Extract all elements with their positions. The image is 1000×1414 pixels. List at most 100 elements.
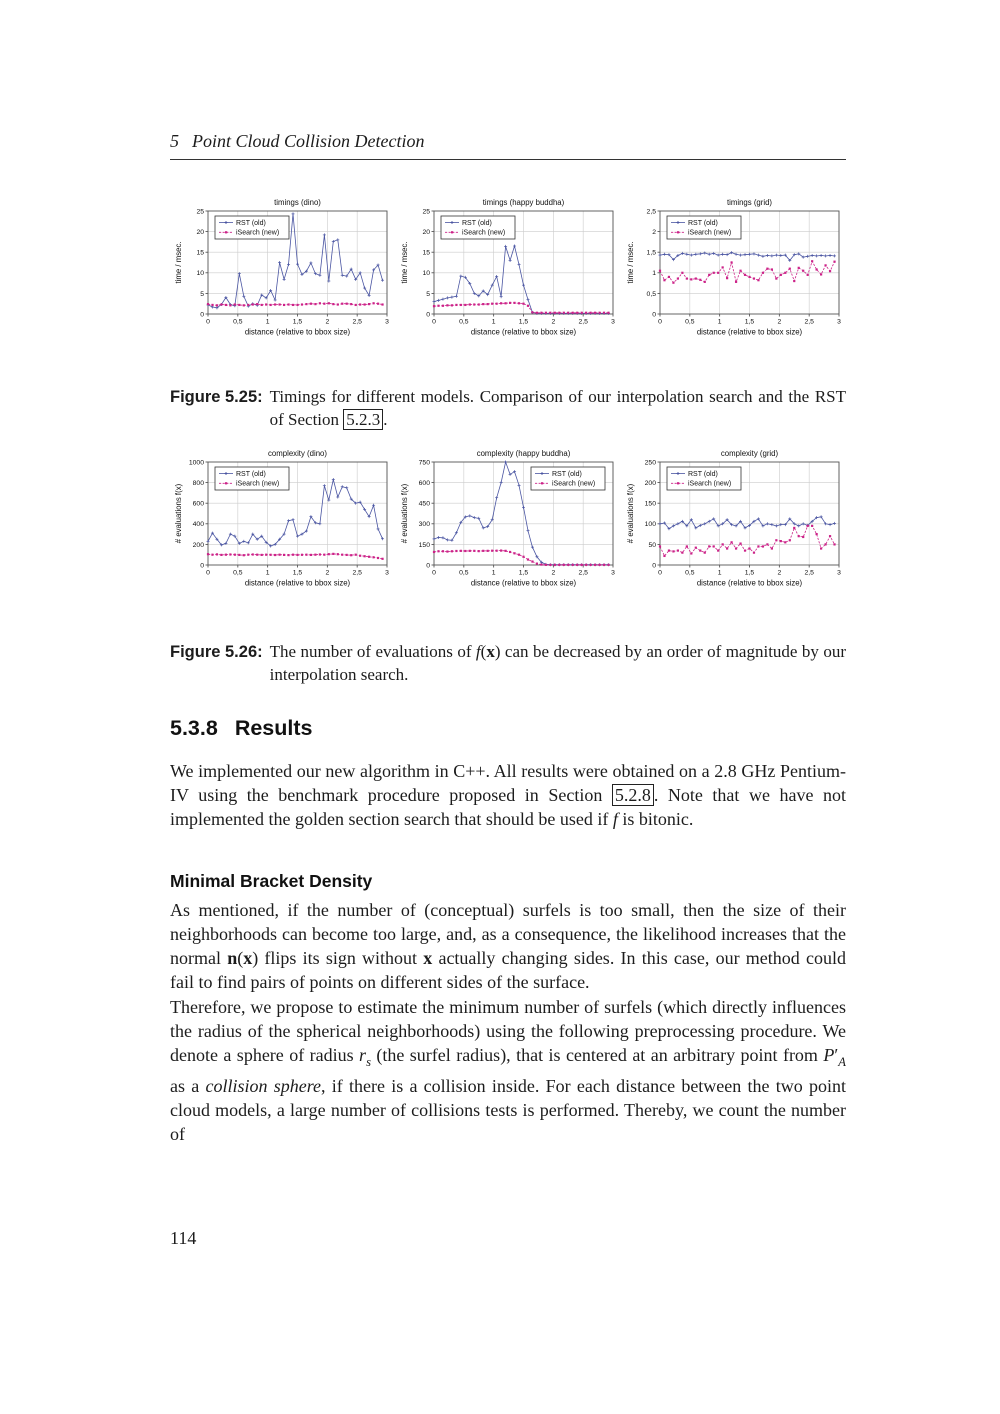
svg-text:800: 800: [193, 480, 205, 487]
chart-complexity-grid: 0 50 100 150 200 250 0 0,5 1 1,5 2 2,5 3 complexity (…: [624, 447, 848, 599]
svg-text:3: 3: [837, 570, 841, 577]
svg-text:0,5: 0,5: [459, 319, 469, 326]
chart-timings-grid: 0 0,5 1 1,5 2 2,5 0 0,5 1 1,5 2 2,5 3 timings (grid) d…: [624, 196, 848, 348]
svg-text:2,5: 2,5: [578, 570, 588, 577]
svg-text:RST (old): RST (old): [552, 471, 582, 478]
svg-text:0: 0: [426, 562, 430, 569]
svg-text:RST (old): RST (old): [688, 471, 718, 478]
svg-text:# evaluations f(x): # evaluations f(x): [626, 483, 635, 543]
svg-text:0,5: 0,5: [233, 570, 243, 577]
svg-text:3: 3: [611, 570, 615, 577]
svg-text:25: 25: [422, 208, 430, 215]
svg-text:0: 0: [652, 311, 656, 318]
svg-text:0: 0: [426, 311, 430, 318]
svg-text:0: 0: [200, 311, 204, 318]
svg-text:25: 25: [196, 208, 204, 215]
svg-text:0: 0: [652, 562, 656, 569]
svg-text:1,5: 1,5: [745, 570, 755, 577]
svg-text:10: 10: [196, 270, 204, 277]
svg-text:3: 3: [837, 319, 841, 326]
svg-text:400: 400: [193, 521, 205, 528]
svg-text:3: 3: [611, 319, 615, 326]
figure-5-25-text: Timings for different models. Comparison…: [269, 387, 846, 430]
svg-text:20: 20: [422, 229, 430, 236]
chapter-title: Point Cloud Collision Detection: [192, 131, 425, 151]
svg-text:15: 15: [422, 250, 430, 257]
svg-text:2,5: 2,5: [352, 319, 362, 326]
chart-timings-dino: 0 5 10 15 20 25 0 0,5 1 1,5 2 2,5 3 timings (dino) dis…: [172, 196, 396, 348]
svg-text:5: 5: [426, 291, 430, 298]
svg-text:timings (happy buddha): timings (happy buddha): [483, 198, 565, 207]
section-title: Results: [234, 716, 313, 740]
svg-text:1: 1: [652, 270, 656, 277]
section-heading: 5.3.8 Results: [170, 716, 313, 741]
svg-text:iSearch (new): iSearch (new): [236, 230, 279, 237]
figure-5-26-charts: 0 200 400 600 800 1000 0 0,5 1 1,5 2 2,5 3 complexity…: [172, 447, 848, 599]
svg-text:iSearch (new): iSearch (new): [236, 481, 279, 488]
svg-text:0,5: 0,5: [459, 570, 469, 577]
svg-text:2,5: 2,5: [647, 208, 657, 215]
svg-text:1: 1: [718, 570, 722, 577]
svg-text:1,5: 1,5: [519, 570, 529, 577]
chart-complexity-dino: 0 200 400 600 800 1000 0 0,5 1 1,5 2 2,5 3 complexity…: [172, 447, 396, 599]
svg-text:distance (relative to bbox siz: distance (relative to bbox size): [245, 328, 351, 337]
chart-timings-happy-buddha: 0 5 10 15 20 25 0 0,5 1 1,5 2 2,5 3 timings (happy bu…: [398, 196, 622, 348]
svg-text:0: 0: [206, 570, 210, 577]
svg-text:0,5: 0,5: [685, 319, 695, 326]
svg-text:2: 2: [551, 570, 555, 577]
svg-text:complexity (grid): complexity (grid): [721, 449, 779, 458]
svg-text:RST (old): RST (old): [462, 220, 492, 227]
svg-text:complexity (dino): complexity (dino): [268, 449, 327, 458]
svg-text:time / msec.: time / msec.: [626, 241, 635, 283]
svg-text:1000: 1000: [189, 459, 204, 466]
svg-text:50: 50: [648, 542, 656, 549]
page-number: 114: [170, 1228, 197, 1248]
paragraph-bracket-density: As mentioned, if the number of (conceptu…: [170, 900, 846, 992]
svg-text:1: 1: [718, 319, 722, 326]
figure-5-26-text: The number of evaluations of f(x) can be…: [269, 642, 847, 684]
svg-text:time / msec.: time / msec.: [400, 241, 409, 283]
svg-text:20: 20: [196, 229, 204, 236]
svg-text:RST (old): RST (old): [236, 220, 266, 227]
svg-text:200: 200: [193, 542, 205, 549]
svg-text:1,5: 1,5: [293, 319, 303, 326]
subsection-heading-minimal-bracket-density: Minimal Bracket Density: [170, 871, 373, 891]
svg-text:1,5: 1,5: [745, 319, 755, 326]
svg-text:100: 100: [645, 521, 657, 528]
svg-text:750: 750: [419, 459, 431, 466]
svg-text:2,5: 2,5: [352, 570, 362, 577]
svg-text:1,5: 1,5: [293, 570, 303, 577]
svg-text:3: 3: [385, 319, 389, 326]
svg-text:0: 0: [658, 319, 662, 326]
svg-text:1: 1: [266, 570, 270, 577]
svg-text:2: 2: [652, 229, 656, 236]
svg-text:150: 150: [419, 542, 431, 549]
svg-text:200: 200: [645, 480, 657, 487]
svg-text:iSearch (new): iSearch (new): [462, 230, 505, 237]
svg-text:time / msec.: time / msec.: [174, 241, 183, 283]
svg-text:1,5: 1,5: [519, 319, 529, 326]
body-text-block: As mentioned, if the number of (conceptu…: [170, 898, 846, 1147]
svg-text:5: 5: [200, 291, 204, 298]
paragraph-results-intro: We implemented our new algorithm in C++.…: [170, 761, 846, 829]
svg-text:15: 15: [196, 250, 204, 257]
svg-text:0: 0: [658, 570, 662, 577]
svg-text:10: 10: [422, 270, 430, 277]
svg-text:2: 2: [777, 319, 781, 326]
chart-complexity-happy-buddha: 0 150 300 450 600 750 0 0,5 1 1,5 2 2,5 3 complexity …: [398, 447, 622, 599]
svg-text:0: 0: [206, 319, 210, 326]
svg-text:# evaluations f(x): # evaluations f(x): [400, 483, 409, 543]
running-header: 5 Point Cloud Collision Detection: [170, 131, 846, 160]
svg-text:1,5: 1,5: [647, 250, 657, 257]
svg-text:RST (old): RST (old): [688, 220, 718, 227]
svg-text:2: 2: [325, 570, 329, 577]
figure-5-25-label: Figure 5.25:: [170, 388, 263, 406]
svg-text:0,5: 0,5: [233, 319, 243, 326]
figure-5-25-caption: Figure 5.25: Timings for different model…: [170, 385, 846, 431]
svg-text:timings (dino): timings (dino): [274, 198, 321, 207]
svg-text:2,5: 2,5: [804, 319, 814, 326]
figure-5-25-charts: 0 5 10 15 20 25 0 0,5 1 1,5 2 2,5 3 timings (dino) dis…: [172, 196, 848, 348]
svg-text:0: 0: [432, 570, 436, 577]
svg-text:distance (relative to bbox siz: distance (relative to bbox size): [245, 579, 351, 588]
